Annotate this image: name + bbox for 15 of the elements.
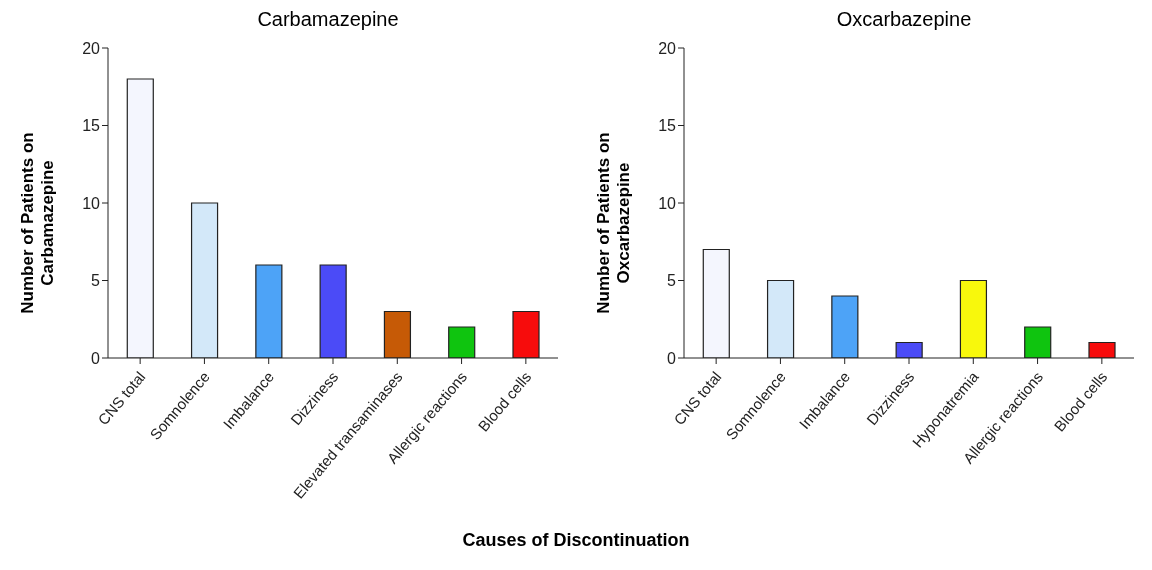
y-tick-label: 0 [91,349,101,367]
y-tick-label: 5 [91,272,101,290]
x-axis-title: Causes of Discontinuation [461,530,691,551]
y-axis-title: Number of Patients on Oxcarbazepine [594,131,634,316]
y-tick-label: 15 [82,117,101,135]
y-tick-label: 5 [667,272,677,290]
y-tick-label: 10 [658,194,677,212]
chart-title: Carbamazepine [256,8,400,31]
y-tick-label: 15 [658,117,677,135]
y-tick-label: 0 [667,349,677,367]
y-tick-label: 20 [658,39,677,57]
y-tick-label: 10 [82,194,101,212]
y-tick-label: 20 [82,39,101,57]
y-axis-title: Number of Patients on Carbamazepine [18,131,58,316]
chart-title: Oxcarbazepine [835,8,973,31]
